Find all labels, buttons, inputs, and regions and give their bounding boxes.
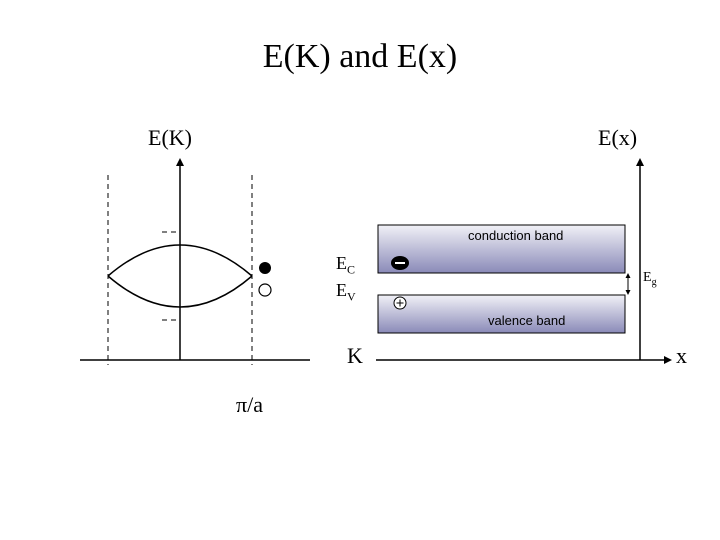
diagram-svg <box>0 0 720 540</box>
k-axis-label: K <box>347 343 363 369</box>
valence-band-label: valence band <box>488 313 565 328</box>
pi-over-a-label: π/a <box>236 392 263 418</box>
right-axis-title: E(x) <box>598 125 637 151</box>
eg-label: Eg <box>643 270 657 288</box>
x-axis-label: x <box>676 343 687 369</box>
ec-label: EC <box>336 253 355 278</box>
conduction-band-label: conduction band <box>468 228 563 243</box>
diagram-stage: E(K) and E(x) E(K) E(x) EC EV Eg K x π/a… <box>0 0 720 540</box>
left-axis-title: E(K) <box>148 125 192 151</box>
ev-label: EV <box>336 280 356 305</box>
